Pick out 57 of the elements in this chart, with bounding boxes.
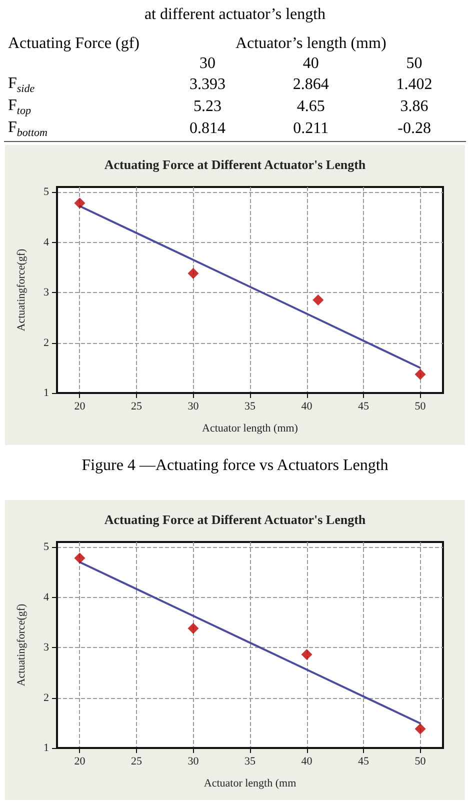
x-tick-label: 40 bbox=[301, 400, 313, 412]
data-label: 3.393 bbox=[188, 75, 226, 96]
y-tick-label: 2 bbox=[44, 692, 49, 704]
y-tick-label: 3 bbox=[44, 642, 50, 654]
x-tick-label: 25 bbox=[130, 400, 142, 412]
chart-title: Actuating Force at Different Actuator's Length bbox=[104, 512, 366, 527]
y-tick-label: 3 bbox=[44, 286, 50, 299]
point bbox=[312, 294, 324, 306]
x-tick-label: 35 bbox=[244, 400, 256, 412]
x-tick-label: 45 bbox=[358, 400, 370, 412]
x-tick-label: 40 bbox=[301, 756, 313, 768]
data-label: 0.814 bbox=[188, 119, 226, 140]
point bbox=[74, 552, 86, 564]
y-tick-label: F$_{top}$ bbox=[7, 96, 32, 118]
x-axis-title: Actuator length (mm) bbox=[202, 422, 298, 434]
y-tick-label: 1 bbox=[44, 387, 49, 399]
x-tick-label: 30 bbox=[198, 54, 216, 74]
x-tick-label: 50 bbox=[414, 756, 426, 768]
x-tick-label: 30 bbox=[188, 400, 200, 412]
x-axis-title: Actuator’s length (mm) bbox=[234, 34, 388, 54]
y-axis-title: Actuatingforce(gf) bbox=[16, 603, 28, 686]
data-label: 5.23 bbox=[192, 97, 222, 118]
point bbox=[188, 268, 199, 279]
x-tick-label: 30 bbox=[188, 756, 200, 768]
caption: Figure 4 —Actuating force vs Actuators Length bbox=[80, 456, 390, 475]
y-tick-label: 5 bbox=[44, 186, 50, 198]
data-label: 2.864 bbox=[292, 75, 330, 96]
x-tick-label: 20 bbox=[74, 756, 86, 768]
y-tick-label: 4 bbox=[44, 591, 50, 604]
y-axis-title: Actuating Force (gf) bbox=[7, 34, 141, 54]
chart-title: at different actuator’s length bbox=[143, 5, 327, 25]
data-label: 4.65 bbox=[296, 97, 326, 118]
x-tick-label: 50 bbox=[405, 54, 424, 74]
x-tick-label: 20 bbox=[74, 400, 86, 412]
point bbox=[188, 622, 199, 634]
x-axis-title: Actuator length (mm bbox=[204, 778, 297, 790]
x-tick-label: 40 bbox=[302, 54, 320, 74]
x-tick-label: 25 bbox=[130, 756, 142, 768]
data-label: 3.86 bbox=[399, 97, 430, 118]
y-tick-label: 4 bbox=[44, 236, 50, 248]
chart-title: Actuating Force at Different Actuator's Length bbox=[104, 157, 366, 172]
x-tick-label: 45 bbox=[358, 756, 370, 768]
point bbox=[301, 649, 312, 660]
y-tick-label: F$_{side}$ bbox=[7, 74, 36, 96]
data-label: -0.28 bbox=[396, 119, 432, 140]
point bbox=[414, 723, 426, 734]
data-label: 0.211 bbox=[292, 119, 330, 140]
data-label: 1.402 bbox=[395, 75, 434, 96]
x-tick-label: 50 bbox=[414, 400, 426, 412]
y-tick-label: 5 bbox=[44, 541, 50, 554]
point bbox=[414, 368, 426, 380]
x-tick-label: 35 bbox=[244, 756, 256, 768]
point bbox=[74, 198, 86, 209]
y-axis-title: Actuatingforce(gf) bbox=[16, 248, 28, 332]
y-tick-label: 2 bbox=[44, 336, 49, 349]
y-tick-label: F$_{bottom}$ bbox=[7, 118, 48, 142]
y-tick-label: 1 bbox=[44, 742, 49, 754]
